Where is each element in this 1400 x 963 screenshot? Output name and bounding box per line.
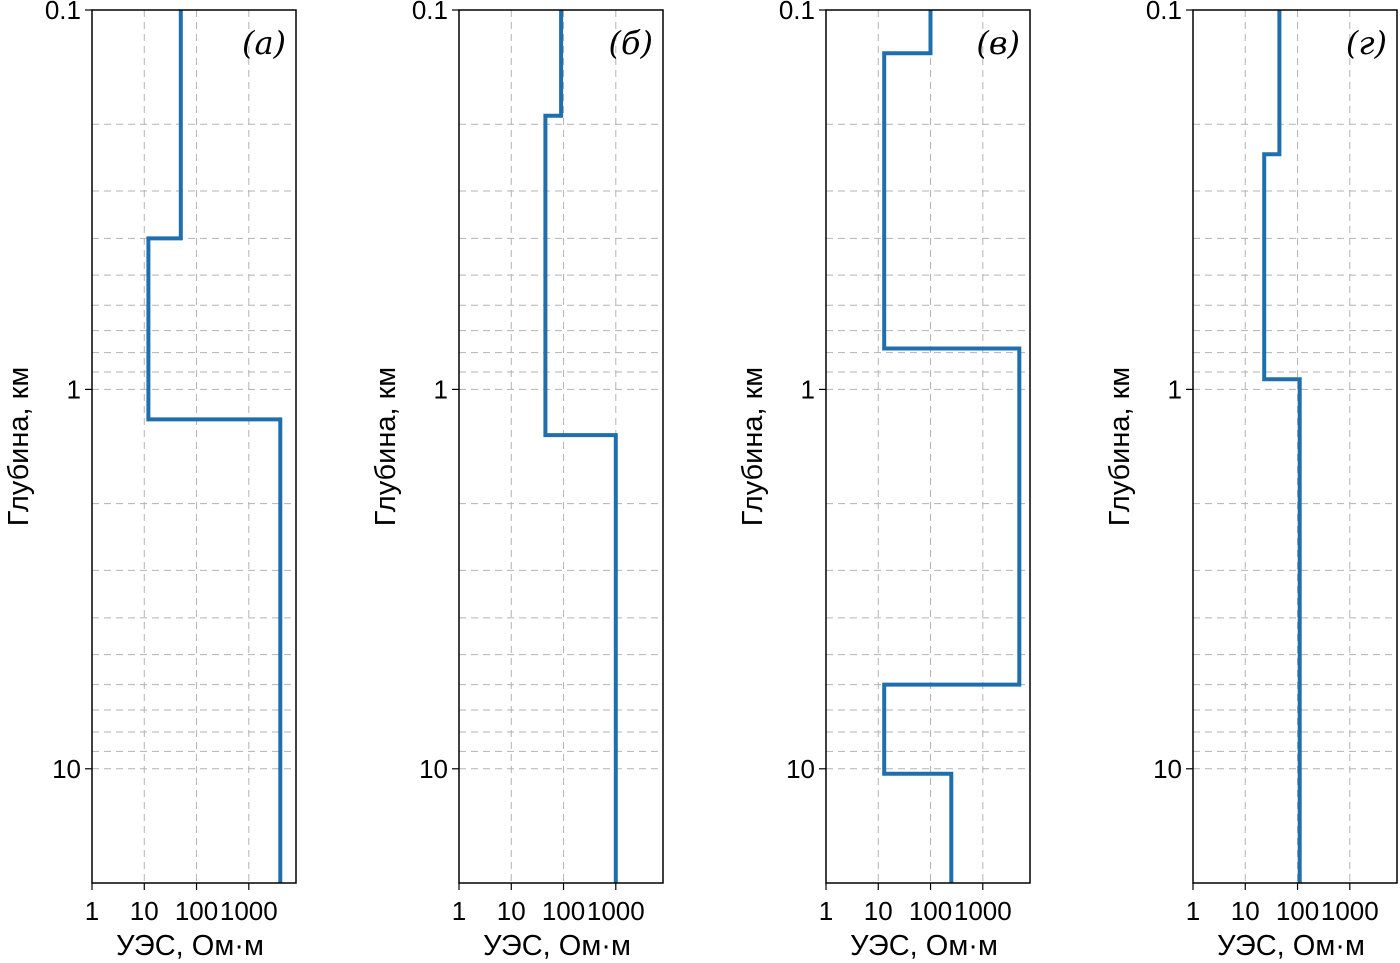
y-tick-label: 1 [1168,374,1182,404]
y-tick-label: 0.1 [412,0,448,25]
y-axis-label: Глубина, км [1104,367,1136,527]
y-tick-label: 1 [67,374,81,404]
panel-g: 1 10 100 1000 0.1 1 10 УЭС, Ом·м Глубина, км (г) [1104,0,1398,962]
x-tick-label: 10 [864,896,893,926]
panel-label: (а) [242,24,286,62]
x-tick-label: 1000 [220,896,278,926]
x-tick-label: 100 [175,896,218,926]
plot-frame [1192,9,1398,884]
plot-frame [458,9,664,884]
y-tick-label: 10 [786,754,815,784]
y-axis-label: Глубина, км [737,367,769,527]
x-tick-label: 1000 [954,896,1012,926]
x-tick-label: 1 [452,896,466,926]
plot-frame [91,9,297,884]
y-axis-label: Глубина, км [3,367,35,527]
x-tick-label: 1000 [1321,896,1379,926]
y-tick-label: 1 [801,374,815,404]
y-tick-label: 0.1 [45,0,81,25]
panel-label: (г) [1346,24,1387,62]
panel-a: 1 10 100 1000 0.1 1 10 УЭС, Ом·м Глубина, км (а) [3,0,297,962]
panel-b: 1 10 100 1000 0.1 1 10 УЭС, Ом·м Глубина, км (б) [370,0,664,962]
resistivity-profile-line [543,10,618,883]
resistivity-profile-line [882,10,1022,883]
x-axis-label: УЭС, Ом·м [483,930,631,962]
x-tick-label: 10 [497,896,526,926]
x-tick-label: 100 [542,896,585,926]
resistivity-profile-line [146,10,283,883]
y-tick-label: 1 [434,374,448,404]
y-tick-label: 10 [52,754,81,784]
x-tick-label: 100 [1276,896,1319,926]
panel-label: (в) [976,24,1020,62]
y-tick-label: 10 [1153,754,1182,784]
y-axis-label: Глубина, км [370,367,402,527]
x-tick-label: 1 [85,896,99,926]
panel-label: (б) [609,24,654,62]
x-tick-label: 1000 [587,896,645,926]
plot-frame [825,9,1031,884]
resistivity-profile-line [1262,10,1302,883]
x-axis-label: УЭС, Ом·м [1217,930,1365,962]
x-tick-label: 100 [909,896,952,926]
x-tick-label: 1 [819,896,833,926]
x-tick-label: 10 [1231,896,1260,926]
y-tick-label: 0.1 [1146,0,1182,25]
x-axis-label: УЭС, Ом·м [116,930,264,962]
x-tick-label: 10 [130,896,159,926]
y-tick-label: 10 [419,754,448,784]
panel-v: 1 10 100 1000 0.1 1 10 УЭС, Ом·м Глубина, км (в) [737,0,1031,962]
y-tick-label: 0.1 [779,0,815,25]
x-tick-label: 1 [1186,896,1200,926]
x-axis-label: УЭС, Ом·м [850,930,998,962]
